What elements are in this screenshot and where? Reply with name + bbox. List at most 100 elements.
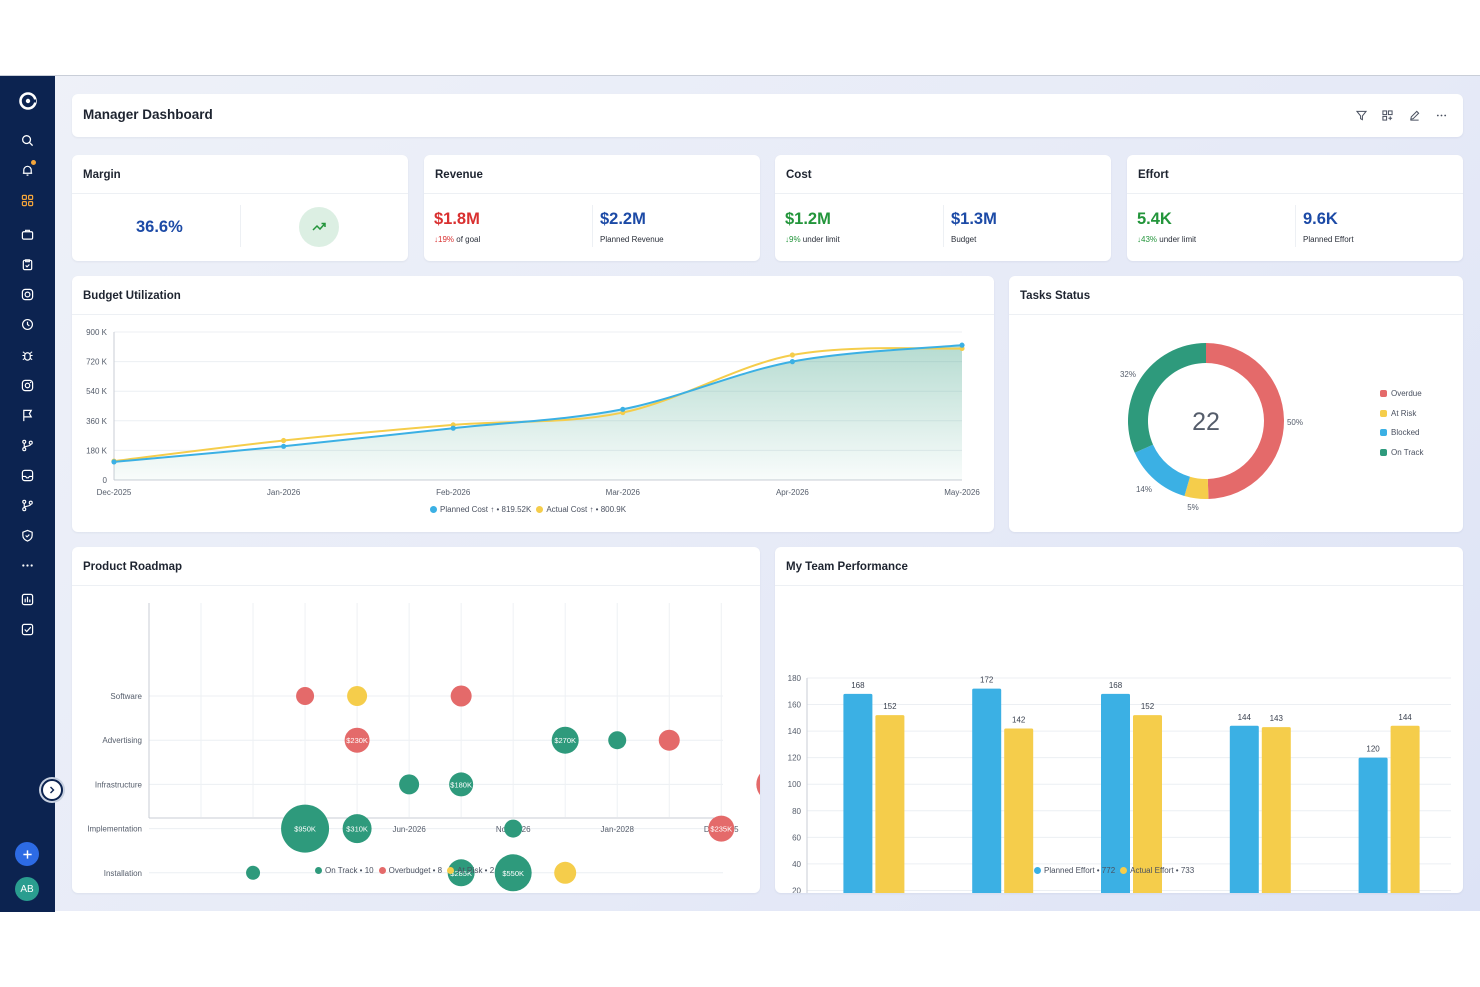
tasks-status-chart: 50% 5% 14% 32% 22 (1120, 343, 1303, 512)
y-tick-label: 120 (788, 754, 802, 763)
y-tick-label: 900 K (86, 328, 108, 337)
bubble-green (504, 819, 523, 838)
bubble-yellow (347, 686, 368, 706)
legend-item[interactable]: At Risk • 2 (447, 866, 494, 875)
camera-icon[interactable] (0, 283, 55, 305)
briefcase-icon[interactable] (0, 223, 55, 245)
legend-swatch (315, 867, 322, 874)
legend-item[interactable]: Planned Effort • 772 (1034, 866, 1115, 875)
legend-label: At Risk • 2 (457, 866, 495, 875)
bar-actual-effort (875, 715, 905, 893)
planned-effort-label: Planned Effort (1303, 235, 1354, 244)
x-tick-label: Dec-2025 (97, 488, 132, 497)
more-icon[interactable] (1433, 107, 1449, 123)
bar-value-label: 142 (1012, 715, 1026, 724)
sidebar: AB (0, 76, 55, 912)
legend-item[interactable]: On Track • 10 (315, 866, 374, 875)
y-tick-label: 720 K (86, 358, 108, 367)
legend-label: Blocked (1391, 428, 1420, 438)
more-icon[interactable] (0, 554, 55, 576)
legend-item[interactable]: On Track (1380, 443, 1423, 463)
budget-utilization-chart: 0 180 K 360 K 540 K 720 K 900 K Dec-2025 Jan-20… (86, 328, 980, 497)
legend-item[interactable]: Actual Effort • 733 (1120, 866, 1194, 875)
bar-actual-effort (1133, 715, 1162, 893)
divider (1127, 193, 1463, 194)
slice-percent-label: 5% (1187, 503, 1199, 512)
legend-item[interactable]: At Risk (1380, 404, 1423, 424)
legend-label: On Track • 10 (325, 866, 374, 875)
legend-item[interactable]: Blocked (1380, 423, 1423, 443)
bubble-red (344, 727, 370, 753)
product-roadmap-card: Product Roadmap Software Advertising Infra… (72, 547, 760, 893)
chart-icon[interactable] (0, 588, 55, 610)
legend-swatch (1120, 867, 1128, 874)
divider (240, 205, 241, 247)
checkbox-icon[interactable] (0, 618, 55, 640)
legend-swatch (447, 867, 455, 874)
grid-icon[interactable] (0, 189, 55, 211)
clock-icon[interactable] (0, 313, 55, 335)
y-tick-label: 160 (788, 701, 802, 710)
bell-icon[interactable] (0, 159, 55, 181)
legend-label: On Track (1391, 447, 1424, 457)
legend-label: Actual Effort • 733 (1130, 866, 1195, 875)
sidebar-expand-button[interactable] (41, 779, 63, 801)
card-title: Budget Utilization (83, 290, 181, 302)
bubble-label: $285K (450, 869, 472, 878)
legend-item[interactable]: Overdue (1380, 384, 1423, 404)
bar-value-label: 168 (851, 681, 865, 690)
divider (1009, 314, 1463, 315)
logo-icon[interactable] (0, 90, 55, 112)
flag-icon[interactable] (0, 404, 55, 426)
branch-icon[interactable] (0, 434, 55, 456)
card-title: Product Roadmap (83, 561, 183, 573)
edit-icon[interactable] (1406, 107, 1422, 123)
revenue-delta-label: of goal (456, 235, 481, 244)
product-roadmap-chart: Software Advertising Infrastructure Impleme… (87, 603, 760, 892)
widgets-icon[interactable] (1379, 107, 1395, 123)
legend-item[interactable]: Planned Cost ↑ • 819.52K (430, 505, 531, 514)
chart-legend: Overdue At Risk Blocked On Track (1380, 384, 1423, 462)
search-icon[interactable] (0, 129, 55, 151)
add-button[interactable] (15, 842, 39, 866)
inbox-icon[interactable] (0, 464, 55, 486)
actual-cost-point (789, 352, 796, 358)
bar-planned-effort (843, 693, 873, 893)
tasks-status-card: Tasks Status 50% 5% 14% 32% 22 Overdue At Ris… (1009, 276, 1463, 532)
down-arrow-icon: ↓ (1137, 235, 1141, 244)
bubble-label: $310K (346, 825, 368, 834)
cost-value: $1.2M (785, 210, 831, 228)
x-tick-label: Apr-2026 (776, 488, 809, 497)
legend-item[interactable]: Overbudget • 8 (378, 866, 442, 875)
planned-cost-point (789, 359, 796, 365)
git-merge-icon[interactable] (0, 494, 55, 516)
planned-cost-point (620, 406, 626, 412)
instagram-icon[interactable] (0, 374, 55, 396)
divider (424, 193, 760, 194)
avatar[interactable]: AB (15, 877, 39, 901)
bubble-label: $550K (502, 869, 524, 878)
legend-label: Actual Cost ↑ • 800.9K (546, 505, 627, 514)
legend-swatch (430, 506, 437, 513)
legend-swatch (536, 506, 544, 513)
shield-icon[interactable] (0, 524, 55, 546)
y-category-label: Advertising (102, 736, 142, 745)
filter-icon[interactable] (1353, 107, 1369, 123)
bubble-label: $180K (450, 780, 472, 789)
x-tick-label: Feb-2026 (436, 488, 471, 497)
bug-icon[interactable] (0, 344, 55, 366)
x-tick-label: Mar-2026 (606, 488, 641, 497)
bar-value-label: 152 (883, 702, 897, 711)
legend-item[interactable]: Actual Cost ↑ • 800.9K (536, 505, 626, 514)
donut-slice-overdue (1206, 343, 1285, 499)
cost-card: Cost $1.2M ↓9% under limit $1.3M Budget (775, 155, 1111, 261)
divider (592, 205, 593, 247)
y-tick-label: 60 (792, 833, 801, 842)
y-tick-label: 40 (792, 860, 801, 869)
effort-delta-value: 43% (1141, 235, 1158, 244)
revenue-card: Revenue $1.8M ↓19% of goal $2.2M Planned… (424, 155, 760, 261)
clipboard-icon[interactable] (0, 253, 55, 275)
bubble-label: $230K (346, 736, 368, 745)
x-tick-label: Jan-2028 (601, 825, 635, 834)
divider (775, 585, 1463, 586)
